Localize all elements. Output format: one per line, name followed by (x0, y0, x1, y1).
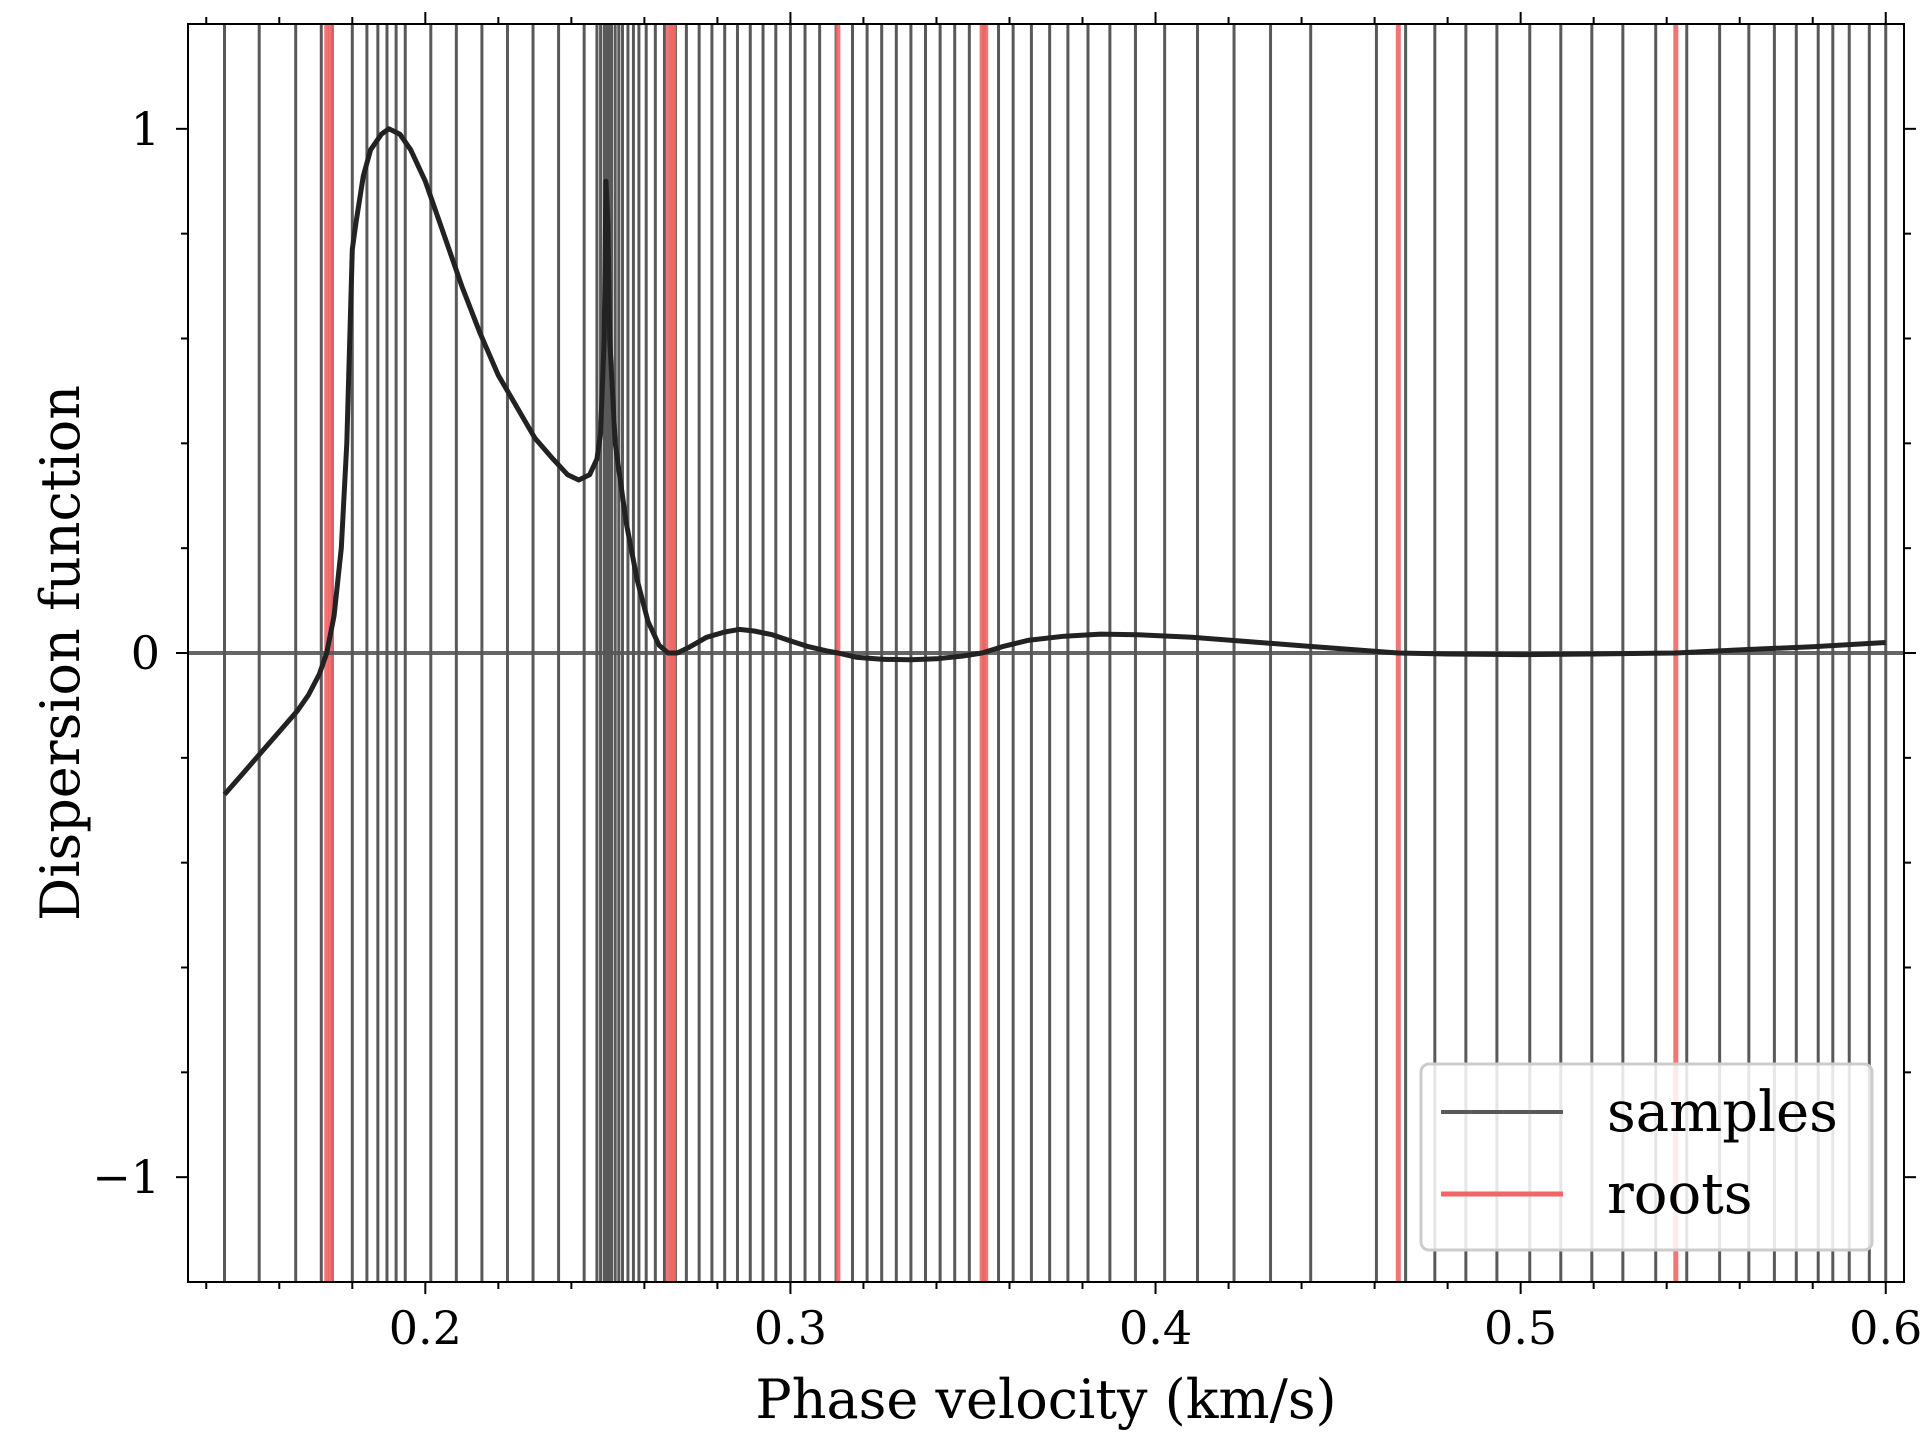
y-tick-label: −1 (92, 1150, 160, 1204)
legend-label-samples: samples (1607, 1080, 1838, 1145)
x-tick-labels: 0.2 0.3 0.4 0.5 0.6 (389, 1301, 1923, 1355)
y-tick-label: 1 (131, 102, 160, 156)
legend: samples roots (1419, 1062, 1874, 1252)
x-tick-label: 0.6 (1849, 1301, 1922, 1355)
legend-label-roots: roots (1607, 1162, 1752, 1227)
x-tick-label: 0.4 (1119, 1301, 1192, 1355)
x-axis-label: Phase velocity (km/s) (755, 1368, 1336, 1431)
y-axis-label: Dispersion function (29, 385, 92, 921)
y-axis-ticks (176, 127, 1916, 1179)
dispersion-curve (222, 126, 1886, 797)
x-tick-label: 0.2 (389, 1301, 462, 1355)
x-tick-label: 0.3 (754, 1301, 827, 1355)
y-tick-label: 0 (131, 626, 160, 680)
x-axis-ticks (205, 12, 1887, 1294)
y-tick-labels: −1 0 1 (92, 102, 160, 1204)
plot-area (188, 24, 1904, 1282)
x-tick-label: 0.5 (1484, 1301, 1557, 1355)
